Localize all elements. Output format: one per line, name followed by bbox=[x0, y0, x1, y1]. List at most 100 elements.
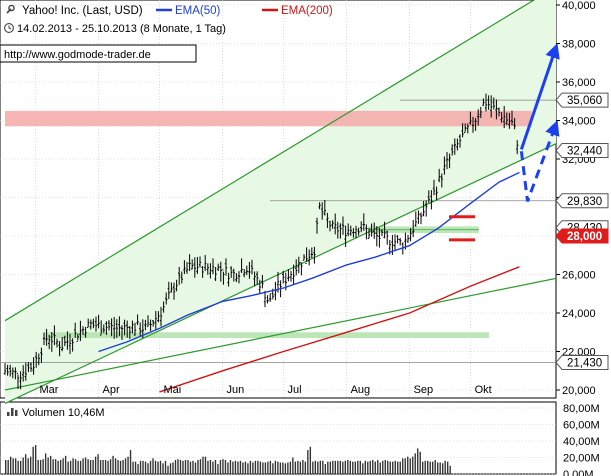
volume-bar bbox=[39, 459, 42, 474]
volume-bar bbox=[227, 462, 229, 474]
x-tick-label: Okt bbox=[475, 384, 492, 396]
volume-bar bbox=[149, 460, 152, 474]
volume-bar bbox=[187, 459, 189, 474]
volume-bar bbox=[312, 461, 314, 474]
volume-bar bbox=[182, 460, 184, 474]
volume-bar bbox=[174, 459, 177, 474]
volume-bar bbox=[177, 459, 179, 474]
volume-bar bbox=[319, 460, 322, 474]
volume-bar bbox=[137, 464, 139, 474]
resistance-zone bbox=[5, 110, 532, 127]
volume-bar bbox=[89, 459, 92, 474]
volume-bar bbox=[247, 463, 249, 474]
volume-bar bbox=[44, 453, 47, 474]
volume-bar bbox=[162, 463, 164, 474]
volume-bar bbox=[449, 465, 451, 474]
volume-bar bbox=[429, 461, 431, 474]
volume-bar bbox=[112, 455, 114, 474]
volume-bar bbox=[427, 460, 429, 474]
volume-bar bbox=[67, 461, 69, 474]
volume-bar bbox=[242, 462, 244, 474]
volume-bar bbox=[262, 462, 264, 474]
volume-tick-label: 60,00M bbox=[563, 420, 600, 432]
volume-bar bbox=[209, 459, 212, 474]
volume-bar bbox=[222, 459, 224, 474]
volume-bar bbox=[57, 460, 59, 474]
support-zone bbox=[43, 332, 489, 339]
x-axis-tick-labels: Mar Apr Mai Jun Jul Aug Sep Okt bbox=[39, 384, 491, 396]
volume-bar bbox=[219, 459, 222, 474]
volume-icon bbox=[7, 408, 18, 416]
x-tick-label: Aug bbox=[351, 384, 371, 396]
ema50-legend-label: EMA(50) bbox=[175, 5, 221, 17]
volume-bar bbox=[207, 460, 209, 474]
volume-bar bbox=[347, 459, 349, 474]
volume-bar bbox=[127, 456, 129, 474]
x-tick-label: Mai bbox=[164, 384, 182, 396]
y-tick-label: 34,000 bbox=[562, 116, 596, 128]
volume-bar bbox=[24, 454, 27, 474]
volume-bar bbox=[434, 459, 436, 474]
volume-bar bbox=[384, 459, 386, 474]
volume-bar bbox=[184, 459, 187, 474]
volume-bar bbox=[214, 459, 217, 474]
volume-bar bbox=[404, 458, 406, 474]
volume-bar bbox=[414, 453, 416, 474]
volume-bar bbox=[49, 455, 52, 474]
volume-bar bbox=[264, 462, 267, 474]
price-flag bbox=[555, 354, 609, 370]
volume-bar bbox=[337, 460, 339, 474]
period-label: 14.02.2013 - 25.10.2013 (8 Monate, 1 Tag… bbox=[17, 23, 226, 35]
url-box bbox=[0, 44, 197, 63]
volume-bar bbox=[239, 460, 242, 474]
volume-bar bbox=[324, 464, 327, 474]
volume-bar bbox=[147, 463, 149, 474]
price-flag-label: 32,440 bbox=[567, 146, 602, 158]
volume-bar bbox=[97, 454, 99, 474]
volume-bar bbox=[339, 460, 341, 474]
volume-bar bbox=[394, 460, 396, 474]
volume-bar bbox=[304, 461, 307, 474]
x-tick-label: Apr bbox=[103, 384, 120, 396]
volume-bar bbox=[424, 460, 426, 474]
volume-bar bbox=[329, 461, 332, 474]
volume-bar bbox=[292, 457, 294, 474]
volume-bar bbox=[407, 456, 409, 474]
volume-tick-label: 20,00M bbox=[563, 453, 600, 465]
volume-bar bbox=[344, 460, 346, 474]
long-term-trendline bbox=[4, 277, 557, 391]
channel-lower-line bbox=[4, 143, 557, 405]
volume-bar bbox=[204, 456, 207, 474]
y-tick-label: 36,000 bbox=[562, 77, 596, 89]
volume-bar bbox=[117, 459, 119, 474]
volume-bar bbox=[432, 461, 434, 474]
volume-bar bbox=[104, 459, 107, 474]
volume-bar bbox=[399, 461, 401, 474]
volume-bar bbox=[27, 458, 29, 474]
volume-bar bbox=[12, 458, 14, 474]
volume-bar bbox=[349, 460, 351, 474]
volume-bar bbox=[199, 459, 202, 474]
volume-bar bbox=[194, 462, 197, 474]
volume-bar bbox=[64, 455, 67, 474]
ema200-line bbox=[159, 266, 520, 393]
volume-bar bbox=[309, 446, 312, 474]
wrench-icon bbox=[6, 4, 15, 14]
volume-bar bbox=[342, 461, 344, 474]
volume-bar bbox=[202, 456, 204, 474]
price-flag-label: 35,060 bbox=[567, 95, 602, 107]
volume-bar bbox=[299, 461, 302, 474]
volume-bar bbox=[132, 461, 134, 474]
volume-bar bbox=[272, 463, 274, 474]
volume-bar bbox=[327, 461, 329, 474]
ema200-legend-label: EMA(200) bbox=[281, 5, 333, 17]
chart-title: Yahoo! Inc. (Last, USD) bbox=[22, 5, 143, 17]
price-bars bbox=[3, 93, 519, 390]
volume-bar bbox=[267, 461, 269, 474]
volume-bar bbox=[422, 461, 424, 474]
volume-bar bbox=[72, 458, 74, 474]
volume-bar bbox=[252, 462, 254, 474]
x-tick-label: Sep bbox=[414, 384, 434, 396]
clock-icon bbox=[4, 23, 14, 33]
